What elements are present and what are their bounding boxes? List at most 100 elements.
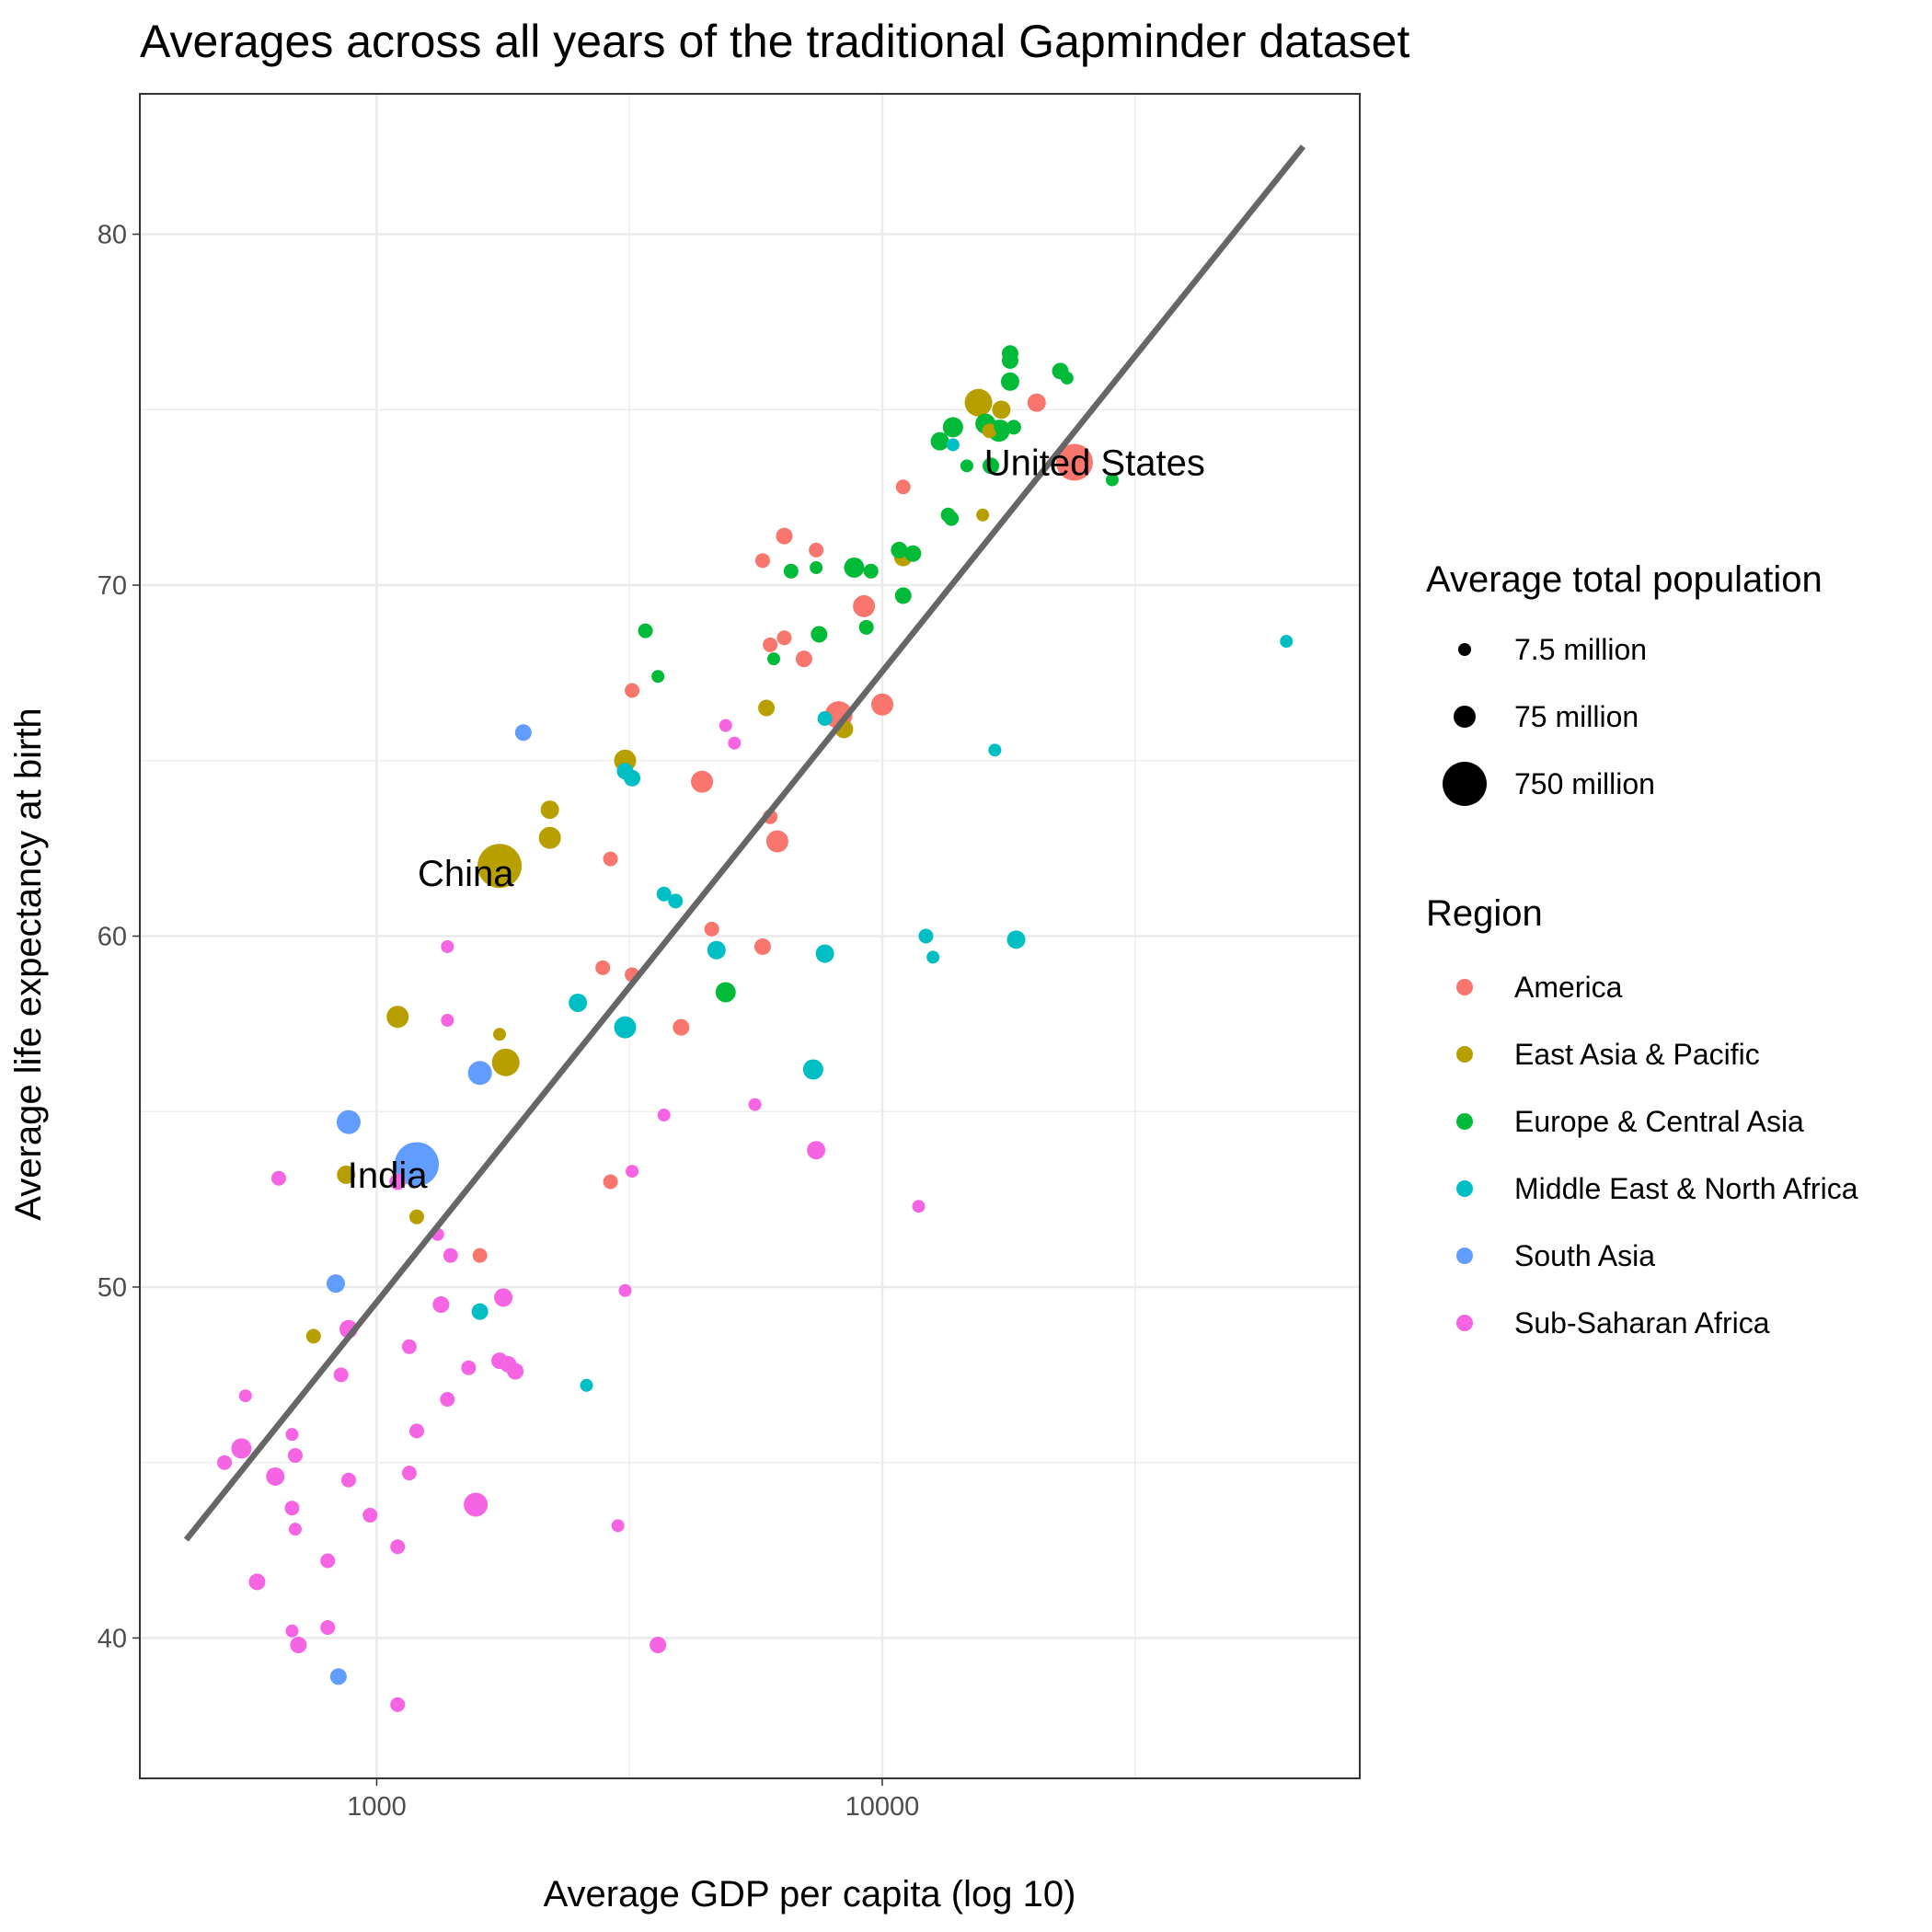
data-point <box>783 563 799 579</box>
data-point <box>288 1523 302 1536</box>
size-legend-key <box>1443 762 1487 806</box>
data-point <box>614 1016 637 1039</box>
point-annotation: India <box>348 1156 428 1196</box>
region-legend-label: South Asia <box>1514 1239 1655 1272</box>
data-point <box>625 683 640 698</box>
data-point <box>691 770 714 793</box>
data-point <box>270 1170 286 1186</box>
data-point <box>441 939 454 953</box>
data-point <box>767 652 781 666</box>
data-point <box>626 1165 639 1179</box>
data-point <box>715 982 736 1003</box>
data-point <box>858 619 874 635</box>
data-point <box>401 1339 417 1354</box>
data-point <box>1280 635 1294 649</box>
data-point <box>467 1061 492 1086</box>
point-annotation: United States <box>984 443 1205 484</box>
data-point <box>595 960 611 975</box>
data-point <box>285 1624 299 1638</box>
data-point <box>441 1014 454 1028</box>
size-legend-key <box>1458 643 1471 656</box>
size-legend-key <box>1454 706 1476 728</box>
region-legend-label: Europe & Central Asia <box>1514 1105 1804 1138</box>
data-point <box>776 527 793 545</box>
region-legend: Region America East Asia & Pacific Europe … <box>1426 893 1858 1340</box>
data-point <box>285 1428 299 1442</box>
data-point <box>753 937 771 955</box>
data-point <box>776 630 792 646</box>
point-annotation: China <box>418 854 514 894</box>
data-point <box>1105 473 1119 487</box>
data-point <box>650 1637 667 1654</box>
data-point <box>944 511 960 526</box>
data-point <box>758 699 776 717</box>
y-tick-label: 50 <box>98 1273 127 1303</box>
data-point <box>389 1173 407 1190</box>
size-legend: Average total population 7.5 million 75 m… <box>1426 559 1823 806</box>
data-point <box>964 388 993 417</box>
data-point <box>988 743 1002 757</box>
x-axis-title: Average GDP per capita (log 10) <box>544 1874 1076 1915</box>
region-legend-key <box>1456 1113 1473 1130</box>
data-point <box>494 1288 513 1307</box>
data-point <box>333 1367 349 1383</box>
data-point <box>408 1209 424 1225</box>
data-point <box>863 563 879 579</box>
data-point <box>1006 420 1021 435</box>
data-point <box>248 1573 266 1591</box>
data-point <box>1027 393 1046 412</box>
data-point <box>231 1438 252 1459</box>
data-point <box>611 1519 625 1533</box>
data-point <box>580 1378 593 1392</box>
data-point <box>994 420 1009 435</box>
data-point <box>538 826 561 849</box>
data-point <box>707 940 726 960</box>
region-legend-label: Sub-Saharan Africa <box>1514 1306 1770 1340</box>
data-point <box>656 886 672 902</box>
data-point <box>287 1448 303 1464</box>
region-legend-label: America <box>1514 971 1623 1004</box>
data-point <box>408 1423 424 1439</box>
data-point <box>618 1283 632 1297</box>
data-point <box>472 1248 488 1263</box>
size-legend-label: 7.5 million <box>1514 633 1647 666</box>
data-point <box>266 1466 285 1486</box>
data-point <box>853 594 876 617</box>
data-point <box>668 893 684 909</box>
data-point <box>1006 930 1026 949</box>
data-point <box>894 587 912 604</box>
data-point <box>815 944 834 963</box>
data-point <box>569 993 588 1012</box>
data-point <box>284 1501 300 1516</box>
data-point <box>912 1200 926 1213</box>
region-legend-title: Region <box>1426 893 1543 934</box>
data-point <box>809 542 824 558</box>
data-point <box>540 800 559 820</box>
data-point <box>728 736 742 750</box>
data-points <box>217 345 1294 1712</box>
data-point <box>763 637 778 652</box>
data-point <box>844 557 865 578</box>
data-point <box>340 1472 356 1488</box>
data-point <box>390 1539 406 1555</box>
data-point <box>477 844 523 889</box>
region-legend-key <box>1456 1248 1473 1264</box>
data-point <box>817 710 833 726</box>
data-point <box>290 1637 307 1654</box>
data-point <box>719 719 732 732</box>
region-legend-key <box>1456 1180 1473 1197</box>
data-point <box>493 1028 507 1041</box>
data-point <box>754 553 770 569</box>
data-point <box>1001 351 1018 369</box>
data-point <box>704 921 719 937</box>
data-point <box>765 830 788 853</box>
data-point <box>326 1274 345 1294</box>
x-tick-label: 10000 <box>845 1792 920 1822</box>
data-point <box>673 1018 690 1036</box>
data-point <box>810 560 823 574</box>
data-point <box>657 1109 671 1122</box>
region-legend-key <box>1456 979 1473 995</box>
data-point <box>976 508 990 522</box>
data-point <box>337 1165 356 1184</box>
